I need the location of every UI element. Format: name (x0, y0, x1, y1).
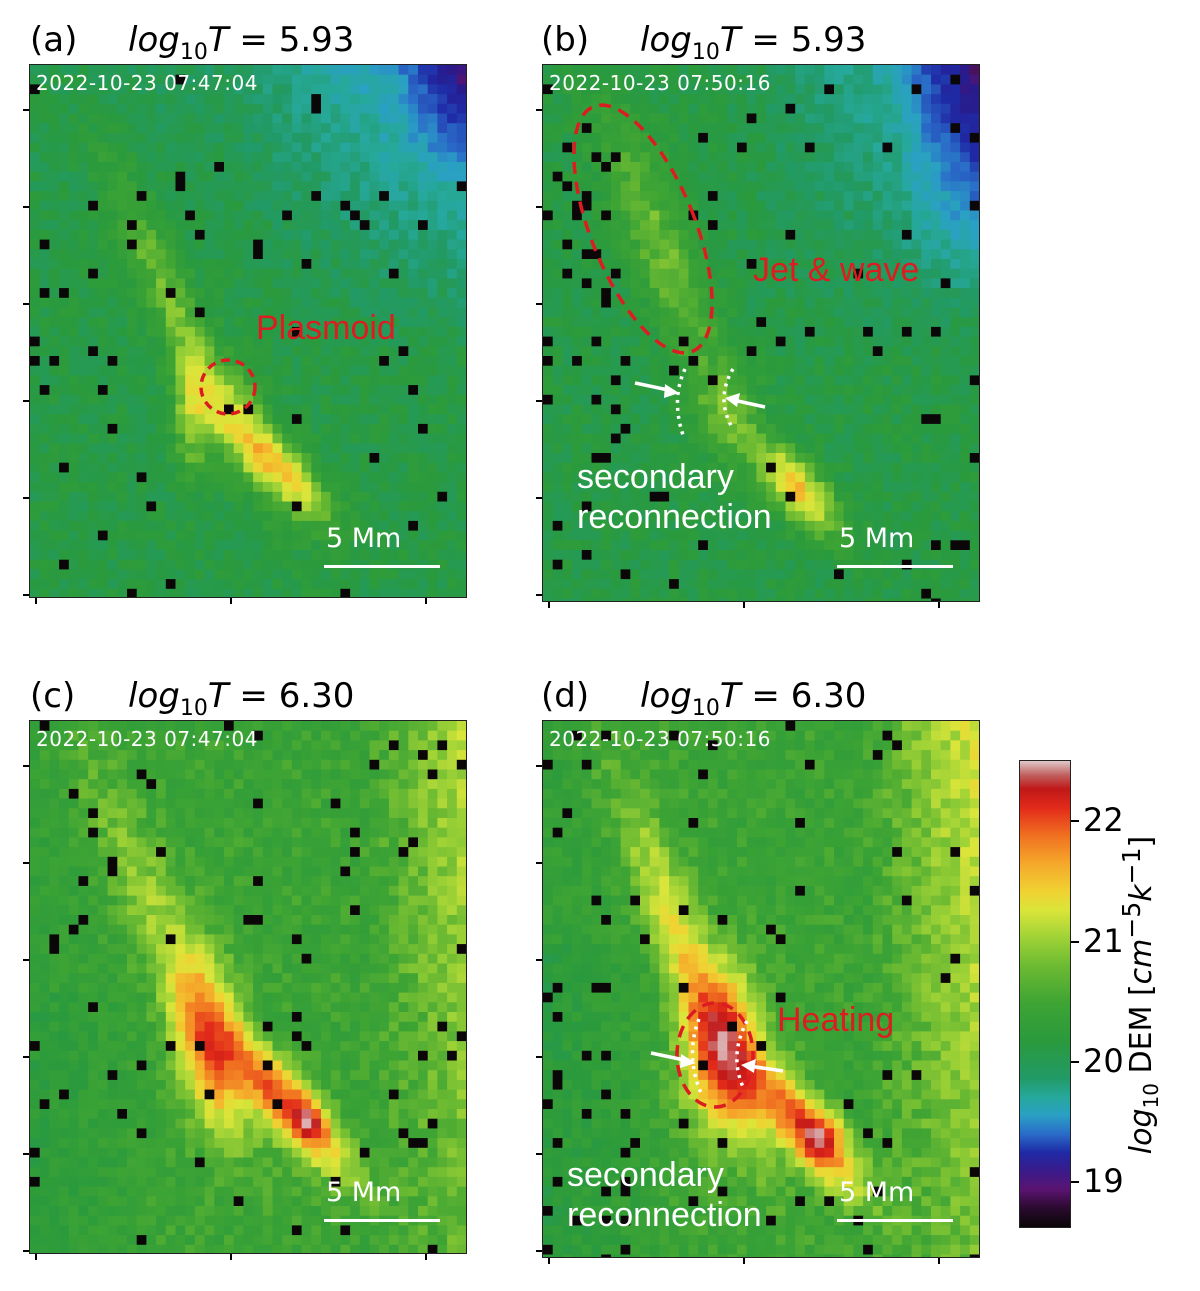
axis-tick (23, 400, 29, 402)
dem-map-d: 2022-10-23 07:50:16 5 Mm Heating seconda… (542, 720, 980, 1258)
scalebar-line (837, 1219, 953, 1222)
axis-tick (23, 109, 29, 111)
axis-tick (536, 303, 542, 305)
axis-tick (743, 1258, 745, 1264)
scalebar-label: 5 Mm (839, 523, 915, 554)
colorbar-tick-label: 22 (1083, 801, 1124, 839)
axis-tick (425, 598, 427, 604)
axis-tick (536, 109, 542, 111)
axis-tick (23, 303, 29, 305)
axis-tick (548, 1258, 550, 1264)
axis-tick (35, 1254, 37, 1260)
colorbar (1019, 760, 1071, 1228)
colorbar-tick (1071, 820, 1079, 822)
axis-tick (23, 1250, 29, 1252)
dem-map-b: 2022-10-23 07:50:16 5 Mm Jet & wave seco… (542, 64, 980, 602)
axis-tick (425, 1254, 427, 1260)
panel-letter: (c) (30, 676, 76, 716)
timestamp: 2022-10-23 07:50:16 (549, 71, 771, 95)
scalebar-label: 5 Mm (839, 1177, 915, 1208)
axis-tick (23, 765, 29, 767)
axis-tick (536, 959, 542, 961)
colorbar-tick (1071, 1181, 1079, 1183)
panel-title: log10T = 6.30 (128, 676, 355, 721)
timestamp: 2022-10-23 07:50:16 (549, 727, 771, 751)
axis-tick (536, 400, 542, 402)
jet-wave-label: Jet & wave (753, 251, 920, 289)
panel-letter: (b) (541, 20, 590, 60)
plasmoid-label: Plasmoid (256, 309, 396, 347)
colorbar-tick (1071, 1061, 1079, 1063)
scalebar-line (837, 565, 953, 568)
panel-title: log10T = 5.93 (128, 20, 355, 65)
scalebar-line (324, 1219, 440, 1222)
colorbar-axis-label: log10 DEM [cm−5k−1] (1117, 835, 1163, 1155)
axis-tick (23, 594, 29, 596)
timestamp: 2022-10-23 07:47:04 (36, 71, 258, 95)
panel-letter: (d) (541, 676, 590, 716)
axis-tick (23, 959, 29, 961)
axis-tick (938, 602, 940, 608)
colorbar-tick-label: 20 (1083, 1042, 1124, 1080)
axis-tick (23, 862, 29, 864)
axis-tick (938, 1258, 940, 1264)
axis-tick (536, 1250, 542, 1252)
colorbar-tick-label: 21 (1083, 922, 1124, 960)
scalebar-label: 5 Mm (326, 1177, 402, 1208)
axis-tick (536, 594, 542, 596)
axis-tick (230, 1254, 232, 1260)
secondary-reconnection-label: secondary reconnection (577, 458, 772, 536)
axis-tick (536, 862, 542, 864)
panel-title: log10T = 6.30 (640, 676, 867, 721)
dem-map-c: 2022-10-23 07:47:04 5 Mm (29, 720, 467, 1254)
heating-label: Heating (777, 1001, 895, 1039)
axis-tick (536, 497, 542, 499)
axis-tick (743, 602, 745, 608)
colorbar-tick-label: 19 (1083, 1162, 1124, 1200)
secondary-reconnection-label: secondary reconnection (567, 1156, 762, 1234)
axis-tick (23, 1153, 29, 1155)
panel-letter: (a) (30, 20, 78, 60)
axis-tick (23, 1056, 29, 1058)
timestamp: 2022-10-23 07:47:04 (36, 727, 258, 751)
axis-tick (536, 765, 542, 767)
panel-title: log10T = 5.93 (640, 20, 867, 65)
colorbar-tick (1071, 941, 1079, 943)
axis-tick (23, 206, 29, 208)
scalebar-label: 5 Mm (326, 523, 402, 554)
dem-map-a: 2022-10-23 07:47:04 5 Mm Plasmoid (29, 64, 467, 598)
axis-tick (23, 497, 29, 499)
axis-tick (536, 1153, 542, 1155)
axis-tick (536, 1056, 542, 1058)
axis-tick (536, 206, 542, 208)
axis-tick (548, 602, 550, 608)
axis-tick (230, 598, 232, 604)
axis-tick (35, 598, 37, 604)
scalebar-line (324, 565, 440, 568)
